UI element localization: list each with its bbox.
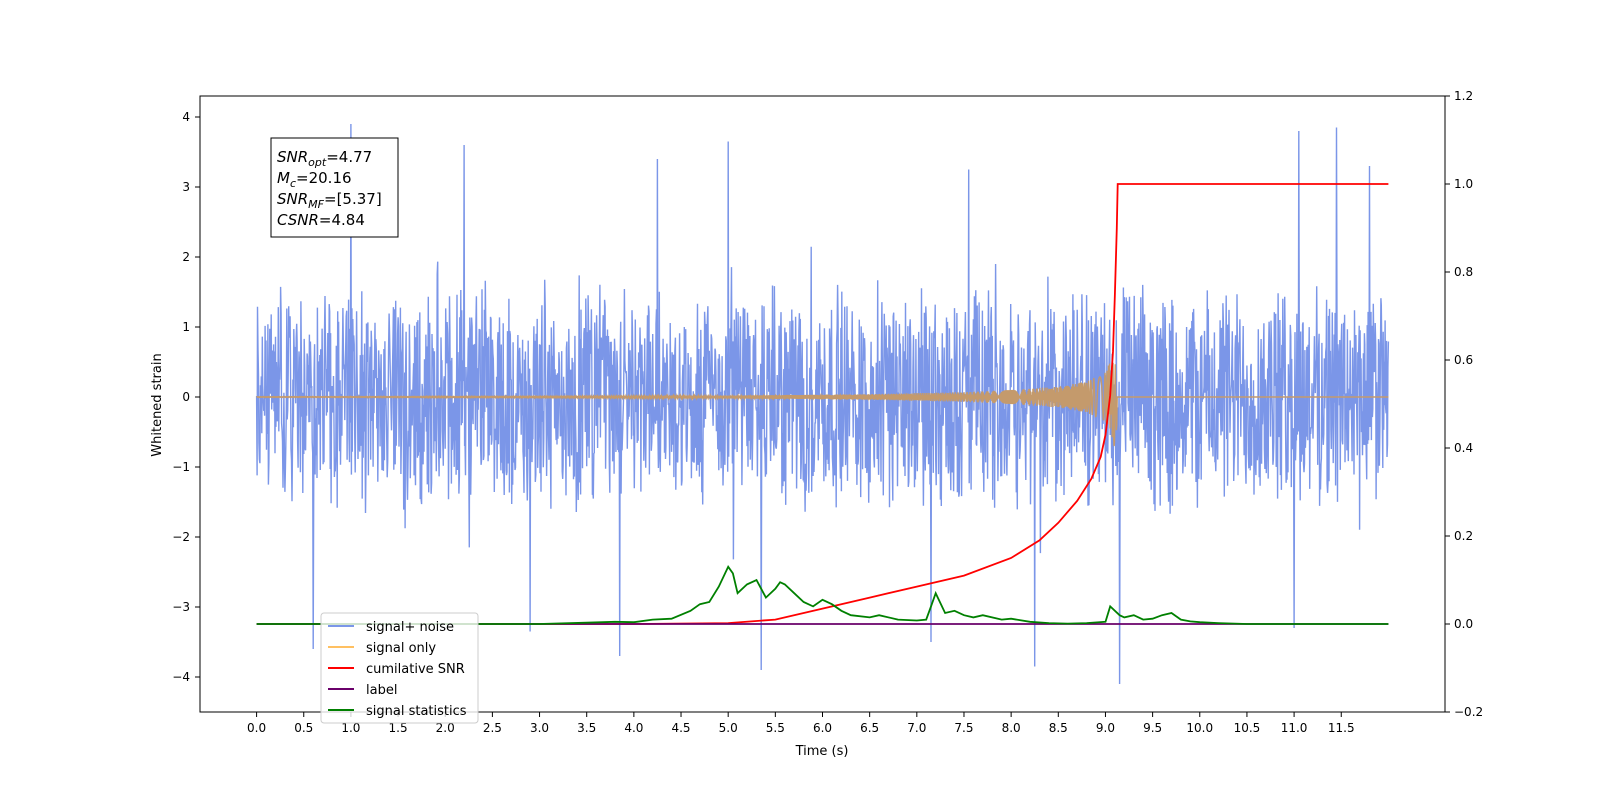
x-tick-label: 11.5 bbox=[1328, 721, 1355, 735]
y2-tick-label: 1.0 bbox=[1454, 177, 1473, 191]
x-tick-label: 6.5 bbox=[860, 721, 879, 735]
annotation-line: CSNR=4.84 bbox=[277, 211, 365, 229]
x-tick-label: 8.5 bbox=[1049, 721, 1068, 735]
x-tick-label: 10.0 bbox=[1186, 721, 1213, 735]
legend-frame bbox=[320, 612, 479, 724]
annotation-line: Mc=20.16 bbox=[277, 169, 352, 190]
annotation-subscript: MF bbox=[308, 198, 324, 211]
y-tick-label: −4 bbox=[172, 670, 190, 684]
legend-label: signal+ noise bbox=[366, 620, 454, 635]
legend-label: label bbox=[366, 683, 397, 698]
x-tick-label: 9.0 bbox=[1096, 721, 1115, 735]
x-tick-label: 2.0 bbox=[436, 721, 455, 735]
annotation-subscript: c bbox=[290, 177, 296, 190]
y-tick-label: 0 bbox=[182, 390, 190, 404]
annotation-value: =4.77 bbox=[326, 148, 372, 166]
y-tick-label: 4 bbox=[182, 110, 190, 124]
x-tick-label: 4.5 bbox=[671, 721, 690, 735]
y-axis-ticks: −4 −3 −2 −1 0 1 2 3 4 bbox=[172, 110, 200, 684]
x-tick-label: 0.5 bbox=[294, 721, 313, 735]
annotation-var: SNR bbox=[277, 148, 308, 166]
x-tick-label: 4.0 bbox=[624, 721, 643, 735]
series-line-signal-only bbox=[256, 362, 1389, 447]
x-tick-label: 1.5 bbox=[389, 721, 408, 735]
legend: signal+ noise signal only cumilative SNR la… bbox=[320, 612, 479, 724]
x-tick-label: 11.0 bbox=[1281, 721, 1308, 735]
y2-tick-label: 0.6 bbox=[1454, 353, 1473, 367]
y-tick-label: 2 bbox=[182, 250, 190, 264]
annotation-var: CSNR bbox=[277, 211, 319, 229]
y2-tick-label: 0.2 bbox=[1454, 529, 1473, 543]
legend-label: cumilative SNR bbox=[366, 662, 465, 677]
x-tick-label: 3.5 bbox=[577, 721, 596, 735]
y2-tick-label: −0.2 bbox=[1454, 705, 1483, 719]
legend-label: signal statistics bbox=[366, 704, 467, 719]
annotation-subscript: opt bbox=[308, 156, 327, 169]
x-tick-label: 6.0 bbox=[813, 721, 832, 735]
annotation-value: =[5.37] bbox=[324, 190, 382, 208]
y-tick-label: 1 bbox=[182, 320, 190, 334]
y2-tick-label: 0.4 bbox=[1454, 441, 1473, 455]
x-tick-label: 5.0 bbox=[719, 721, 738, 735]
x-tick-label: 0.0 bbox=[247, 721, 266, 735]
x-tick-label: 2.5 bbox=[483, 721, 502, 735]
legend-label: signal only bbox=[366, 641, 436, 656]
series-layer bbox=[255, 123, 1390, 685]
annotation-var: M bbox=[277, 169, 290, 187]
x-tick-label: 7.0 bbox=[907, 721, 926, 735]
x-tick-label: 8.0 bbox=[1002, 721, 1021, 735]
x-axis-label: Time (s) bbox=[795, 744, 849, 759]
x-tick-label: 3.0 bbox=[530, 721, 549, 735]
x-tick-label: 9.5 bbox=[1143, 721, 1162, 735]
series-line-cumulative-snr bbox=[256, 183, 1389, 625]
y2-tick-label: 0.0 bbox=[1454, 617, 1473, 631]
annotation-frame bbox=[270, 137, 399, 238]
x-tick-label: 7.5 bbox=[954, 721, 973, 735]
y-tick-label: −1 bbox=[172, 460, 190, 474]
annotation-value: =4.84 bbox=[319, 211, 365, 229]
series-line-signal-noise bbox=[255, 123, 1390, 685]
x-tick-label: 5.5 bbox=[766, 721, 785, 735]
annotation-value: =20.16 bbox=[296, 169, 352, 187]
y2-axis-ticks: −0.2 0.0 0.2 0.4 0.6 0.8 1.0 1.2 bbox=[1445, 89, 1483, 719]
x-tick-label: 10.5 bbox=[1234, 721, 1261, 735]
y-tick-label: −2 bbox=[172, 530, 190, 544]
annotation-var: SNR bbox=[277, 190, 308, 208]
legend-entries: signal+ noise signal only cumilative SNR la… bbox=[328, 620, 467, 719]
y-axis-label: Whitened strain bbox=[150, 353, 165, 456]
x-tick-label: 1.0 bbox=[341, 721, 360, 735]
y-tick-label: −3 bbox=[172, 600, 190, 614]
annotation-line: SNRopt=4.77 bbox=[277, 148, 372, 169]
x-axis-ticks: 0.0 0.5 1.0 1.5 2.0 2.5 3.0 3.5 4.0 4.5 5.0 5.5 6.0 6… bbox=[247, 712, 1355, 735]
y2-tick-label: 0.8 bbox=[1454, 265, 1473, 279]
series-line-signal-statistics bbox=[256, 565, 1389, 625]
y-tick-label: 3 bbox=[182, 180, 190, 194]
y2-tick-label: 1.2 bbox=[1454, 89, 1473, 103]
annotation-line: SNRMF=[5.37] bbox=[277, 190, 382, 211]
